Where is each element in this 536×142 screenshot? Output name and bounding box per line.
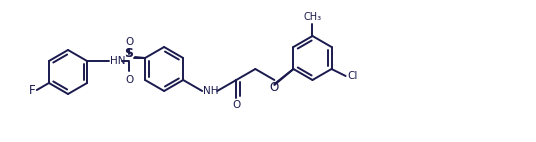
Text: O: O (232, 100, 240, 110)
Text: S: S (124, 47, 133, 60)
Text: CH₃: CH₃ (303, 12, 322, 22)
Text: O: O (125, 37, 133, 47)
Text: HN: HN (110, 56, 125, 66)
Text: NH: NH (203, 86, 219, 96)
Text: F: F (29, 83, 36, 97)
Text: O: O (125, 75, 133, 85)
Text: Cl: Cl (348, 71, 358, 81)
Text: O: O (270, 81, 279, 94)
